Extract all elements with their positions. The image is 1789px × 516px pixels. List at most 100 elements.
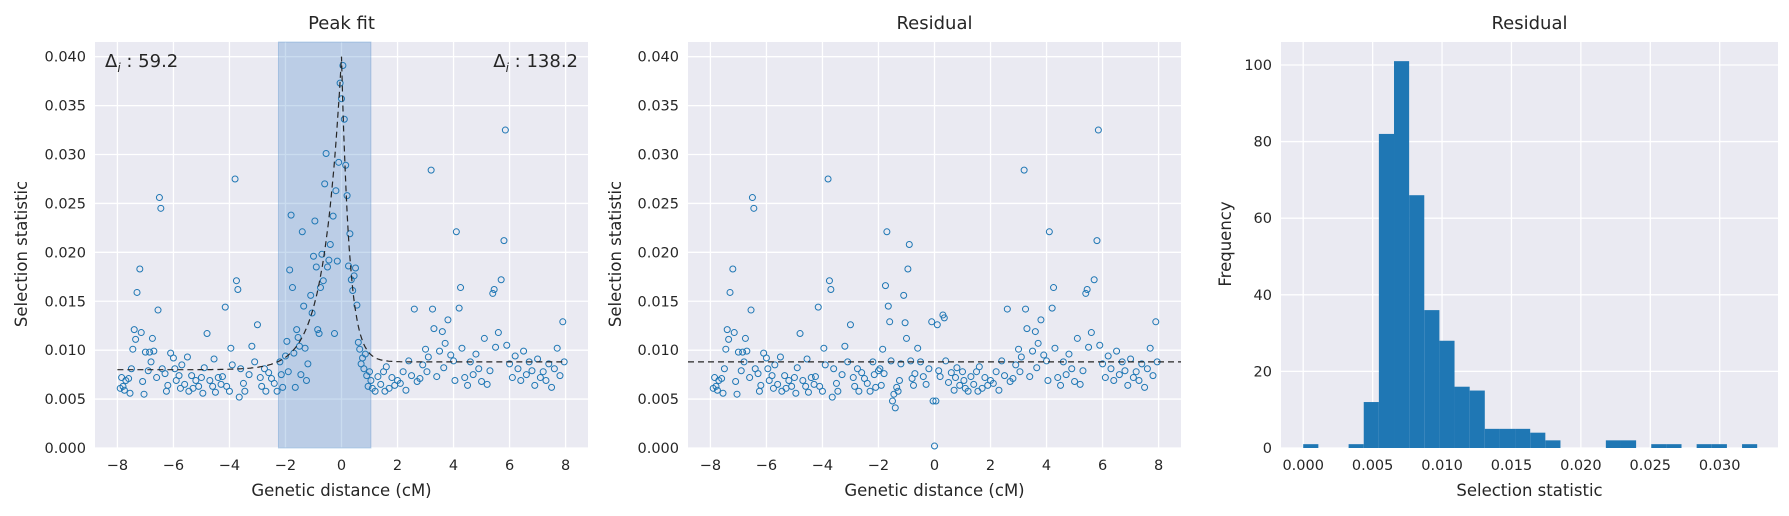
data-point xyxy=(1054,374,1062,382)
y-tick-label: 80 xyxy=(1254,135,1272,151)
x-tick-label: 0.030 xyxy=(1699,458,1741,474)
data-point xyxy=(490,286,498,294)
data-point xyxy=(886,318,894,326)
data-point xyxy=(176,384,184,392)
x-tick-label: −4 xyxy=(219,458,240,474)
data-point xyxy=(286,266,294,274)
data-point xyxy=(284,368,292,376)
data-point xyxy=(858,369,866,377)
data-point xyxy=(1124,381,1132,389)
data-point xyxy=(960,376,968,384)
data-point xyxy=(234,286,242,294)
data-point xyxy=(129,345,137,353)
histogram-bar xyxy=(1530,432,1546,448)
data-point xyxy=(335,158,343,166)
data-point xyxy=(1083,286,1091,294)
data-point xyxy=(900,291,908,299)
y-tick-label: 0.025 xyxy=(44,196,86,212)
data-point xyxy=(1037,316,1045,324)
data-point xyxy=(922,380,930,388)
y-tick-label: 0.035 xyxy=(44,99,86,115)
data-point xyxy=(877,381,885,389)
data-point xyxy=(1022,305,1030,313)
data-point xyxy=(147,358,155,366)
data-point xyxy=(199,389,207,397)
data-point xyxy=(1076,380,1084,388)
delta-annotation-left: Δi : 59.2 xyxy=(105,51,178,75)
data-point xyxy=(883,228,891,236)
y-tick-label: 0.020 xyxy=(637,245,679,261)
data-point xyxy=(893,383,901,391)
data-point xyxy=(851,382,859,390)
data-point xyxy=(536,374,544,382)
data-point xyxy=(542,376,550,384)
data-point xyxy=(881,282,889,290)
data-point xyxy=(517,376,525,384)
data-point xyxy=(821,361,829,369)
data-point xyxy=(904,265,912,273)
panel-peak-fit: −8 −6 −4 −2 0 2 4 6 8 0.000 0.005 0.010 0.015 0.020 0.… xyxy=(12,13,588,500)
data-point xyxy=(1090,276,1098,284)
data-point xyxy=(792,389,800,397)
data-point xyxy=(388,374,396,382)
data-point xyxy=(729,265,737,273)
data-point xyxy=(232,277,240,285)
data-point xyxy=(430,325,438,333)
chart-title: Residual xyxy=(1491,13,1567,34)
x-tick-label: 6 xyxy=(505,458,514,474)
data-point xyxy=(161,370,169,378)
data-point xyxy=(940,314,948,322)
data-point xyxy=(725,335,733,343)
data-point xyxy=(371,387,379,395)
data-point xyxy=(762,354,770,362)
data-point xyxy=(718,375,726,383)
x-tick-label: −2 xyxy=(275,458,296,474)
histogram-bar xyxy=(1363,402,1379,448)
x-tick-label: 0.020 xyxy=(1560,458,1602,474)
data-point xyxy=(998,357,1006,365)
data-point xyxy=(455,304,463,312)
data-point xyxy=(863,379,871,387)
delta-subscript: i xyxy=(117,61,121,75)
data-point xyxy=(1152,318,1160,326)
data-point xyxy=(1029,347,1037,355)
x-tick-label: 0.005 xyxy=(1352,458,1394,474)
data-point xyxy=(225,387,233,395)
data-point xyxy=(447,351,455,359)
y-tick-label: 0.005 xyxy=(44,392,86,408)
data-point xyxy=(297,371,305,379)
data-point xyxy=(1012,361,1020,369)
data-point xyxy=(148,334,156,342)
data-point xyxy=(967,373,975,381)
x-tick-label: 0 xyxy=(337,458,346,474)
data-point xyxy=(1073,334,1081,342)
data-point xyxy=(1094,126,1102,134)
data-point xyxy=(781,372,789,380)
data-point xyxy=(876,365,884,373)
data-point xyxy=(774,380,782,388)
data-point xyxy=(178,361,186,369)
data-point xyxy=(192,376,200,384)
x-tick-label: 4 xyxy=(449,458,458,474)
data-point xyxy=(1009,375,1017,383)
data-point xyxy=(279,383,287,391)
data-point xyxy=(853,365,861,373)
data-point xyxy=(141,348,149,356)
data-point xyxy=(436,347,444,355)
data-point xyxy=(929,397,937,405)
histogram-bar xyxy=(1651,444,1667,448)
data-point xyxy=(995,386,1003,394)
data-point xyxy=(399,368,407,376)
data-point xyxy=(803,355,811,363)
y-axis-label: Selection statistic xyxy=(12,181,31,327)
data-point xyxy=(1135,376,1143,384)
data-point xyxy=(841,342,849,350)
data-point xyxy=(287,211,295,219)
data-point xyxy=(975,363,983,371)
data-point xyxy=(830,365,838,373)
x-tick-label: −6 xyxy=(756,458,777,474)
data-point xyxy=(771,361,779,369)
data-point xyxy=(440,364,448,372)
data-point xyxy=(722,345,730,353)
data-point xyxy=(315,330,323,338)
